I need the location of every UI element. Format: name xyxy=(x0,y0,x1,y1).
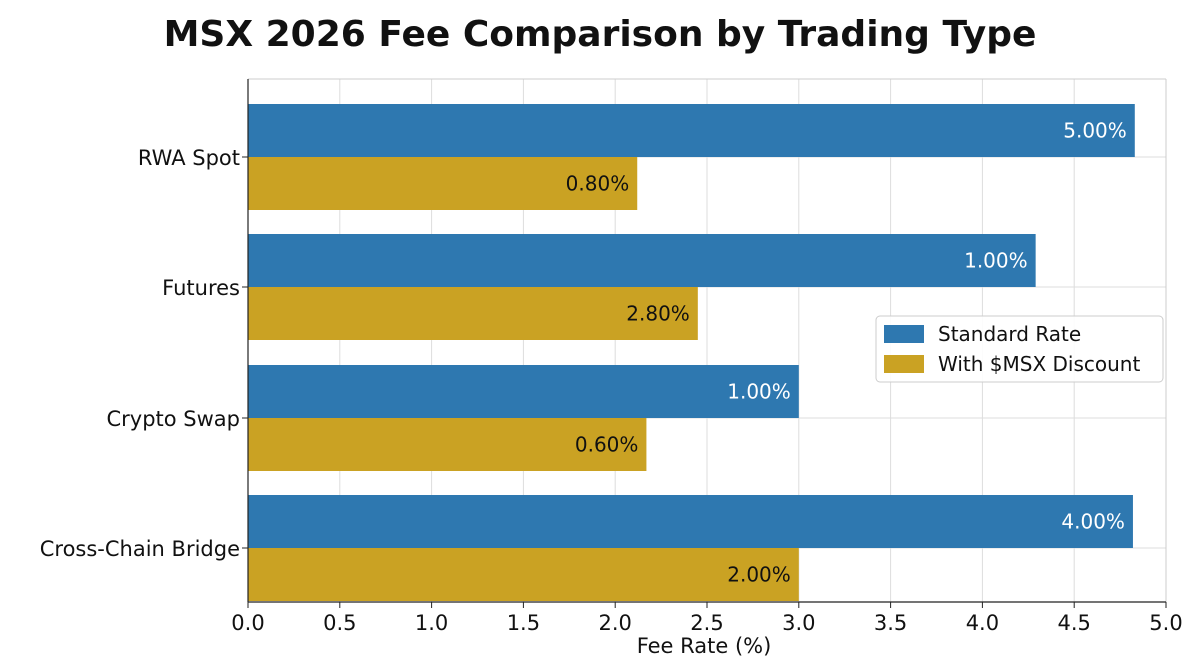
x-tick-label: 0.5 xyxy=(323,611,356,635)
bar-standard-rate xyxy=(248,495,1133,548)
bar-standard-rate xyxy=(248,234,1036,287)
x-tick-label: 4.5 xyxy=(1057,611,1090,635)
legend-swatch-discount xyxy=(884,355,924,373)
x-tick-label: 2.5 xyxy=(690,611,723,635)
bar-value-label: 0.60% xyxy=(575,433,639,457)
legend-swatch-standard xyxy=(884,325,924,343)
category-label: Cross-Chain Bridge xyxy=(40,537,240,561)
bar-msx-discount xyxy=(248,418,647,471)
bar-value-label: 5.00% xyxy=(1063,119,1127,143)
bar-msx-discount xyxy=(248,157,638,210)
bar-value-label: 0.80% xyxy=(566,172,630,196)
legend-label: With $MSX Discount xyxy=(938,352,1140,376)
x-tick-label: 1.5 xyxy=(507,611,540,635)
category-label: Futures xyxy=(162,276,240,300)
legend-label: Standard Rate xyxy=(938,322,1081,346)
x-tick-label: 4.0 xyxy=(966,611,999,635)
x-tick-label: 3.5 xyxy=(874,611,907,635)
category-label: RWA Spot xyxy=(138,146,240,170)
bar-value-label: 4.00% xyxy=(1061,510,1125,534)
category-label: Crypto Swap xyxy=(106,407,240,431)
x-axis-ticks: 0.0 0.5 1.0 1.5 2.0 2.5 3.0 3.5 4.0 4.5 5.0 xyxy=(231,602,1183,635)
x-tick-label: 3.0 xyxy=(782,611,815,635)
bar-msx-discount xyxy=(248,548,799,601)
bar-value-label: 2.00% xyxy=(727,563,791,587)
legend-box xyxy=(875,315,1164,383)
x-tick-label: 2.0 xyxy=(598,611,631,635)
legend: Standard Rate With $MSX Discount xyxy=(875,315,1164,383)
bar-msx-discount xyxy=(248,287,698,340)
bar-value-label: 2.80% xyxy=(626,302,690,326)
bar-value-label: 1.00% xyxy=(727,380,791,404)
x-tick-label: 0.0 xyxy=(231,611,264,635)
chart-title: MSX 2026 Fee Comparison by Trading Type xyxy=(164,14,1037,55)
x-tick-label: 1.0 xyxy=(415,611,448,635)
bar-standard-rate xyxy=(248,104,1135,157)
bar-labels: 5.00% 0.80% 1.00% 2.80% 1.00% 0.60% 4.00% 2.00% xyxy=(566,119,1127,587)
y-axis-categories: RWA Spot Futures Crypto Swap Cross-Chain Br… xyxy=(40,146,248,561)
bar-standard-rate xyxy=(248,365,799,418)
bars xyxy=(248,104,1135,601)
x-tick-label: 5.0 xyxy=(1149,611,1182,635)
bar-value-label: 1.00% xyxy=(964,249,1028,273)
x-axis-label: Fee Rate (%) xyxy=(637,634,772,658)
